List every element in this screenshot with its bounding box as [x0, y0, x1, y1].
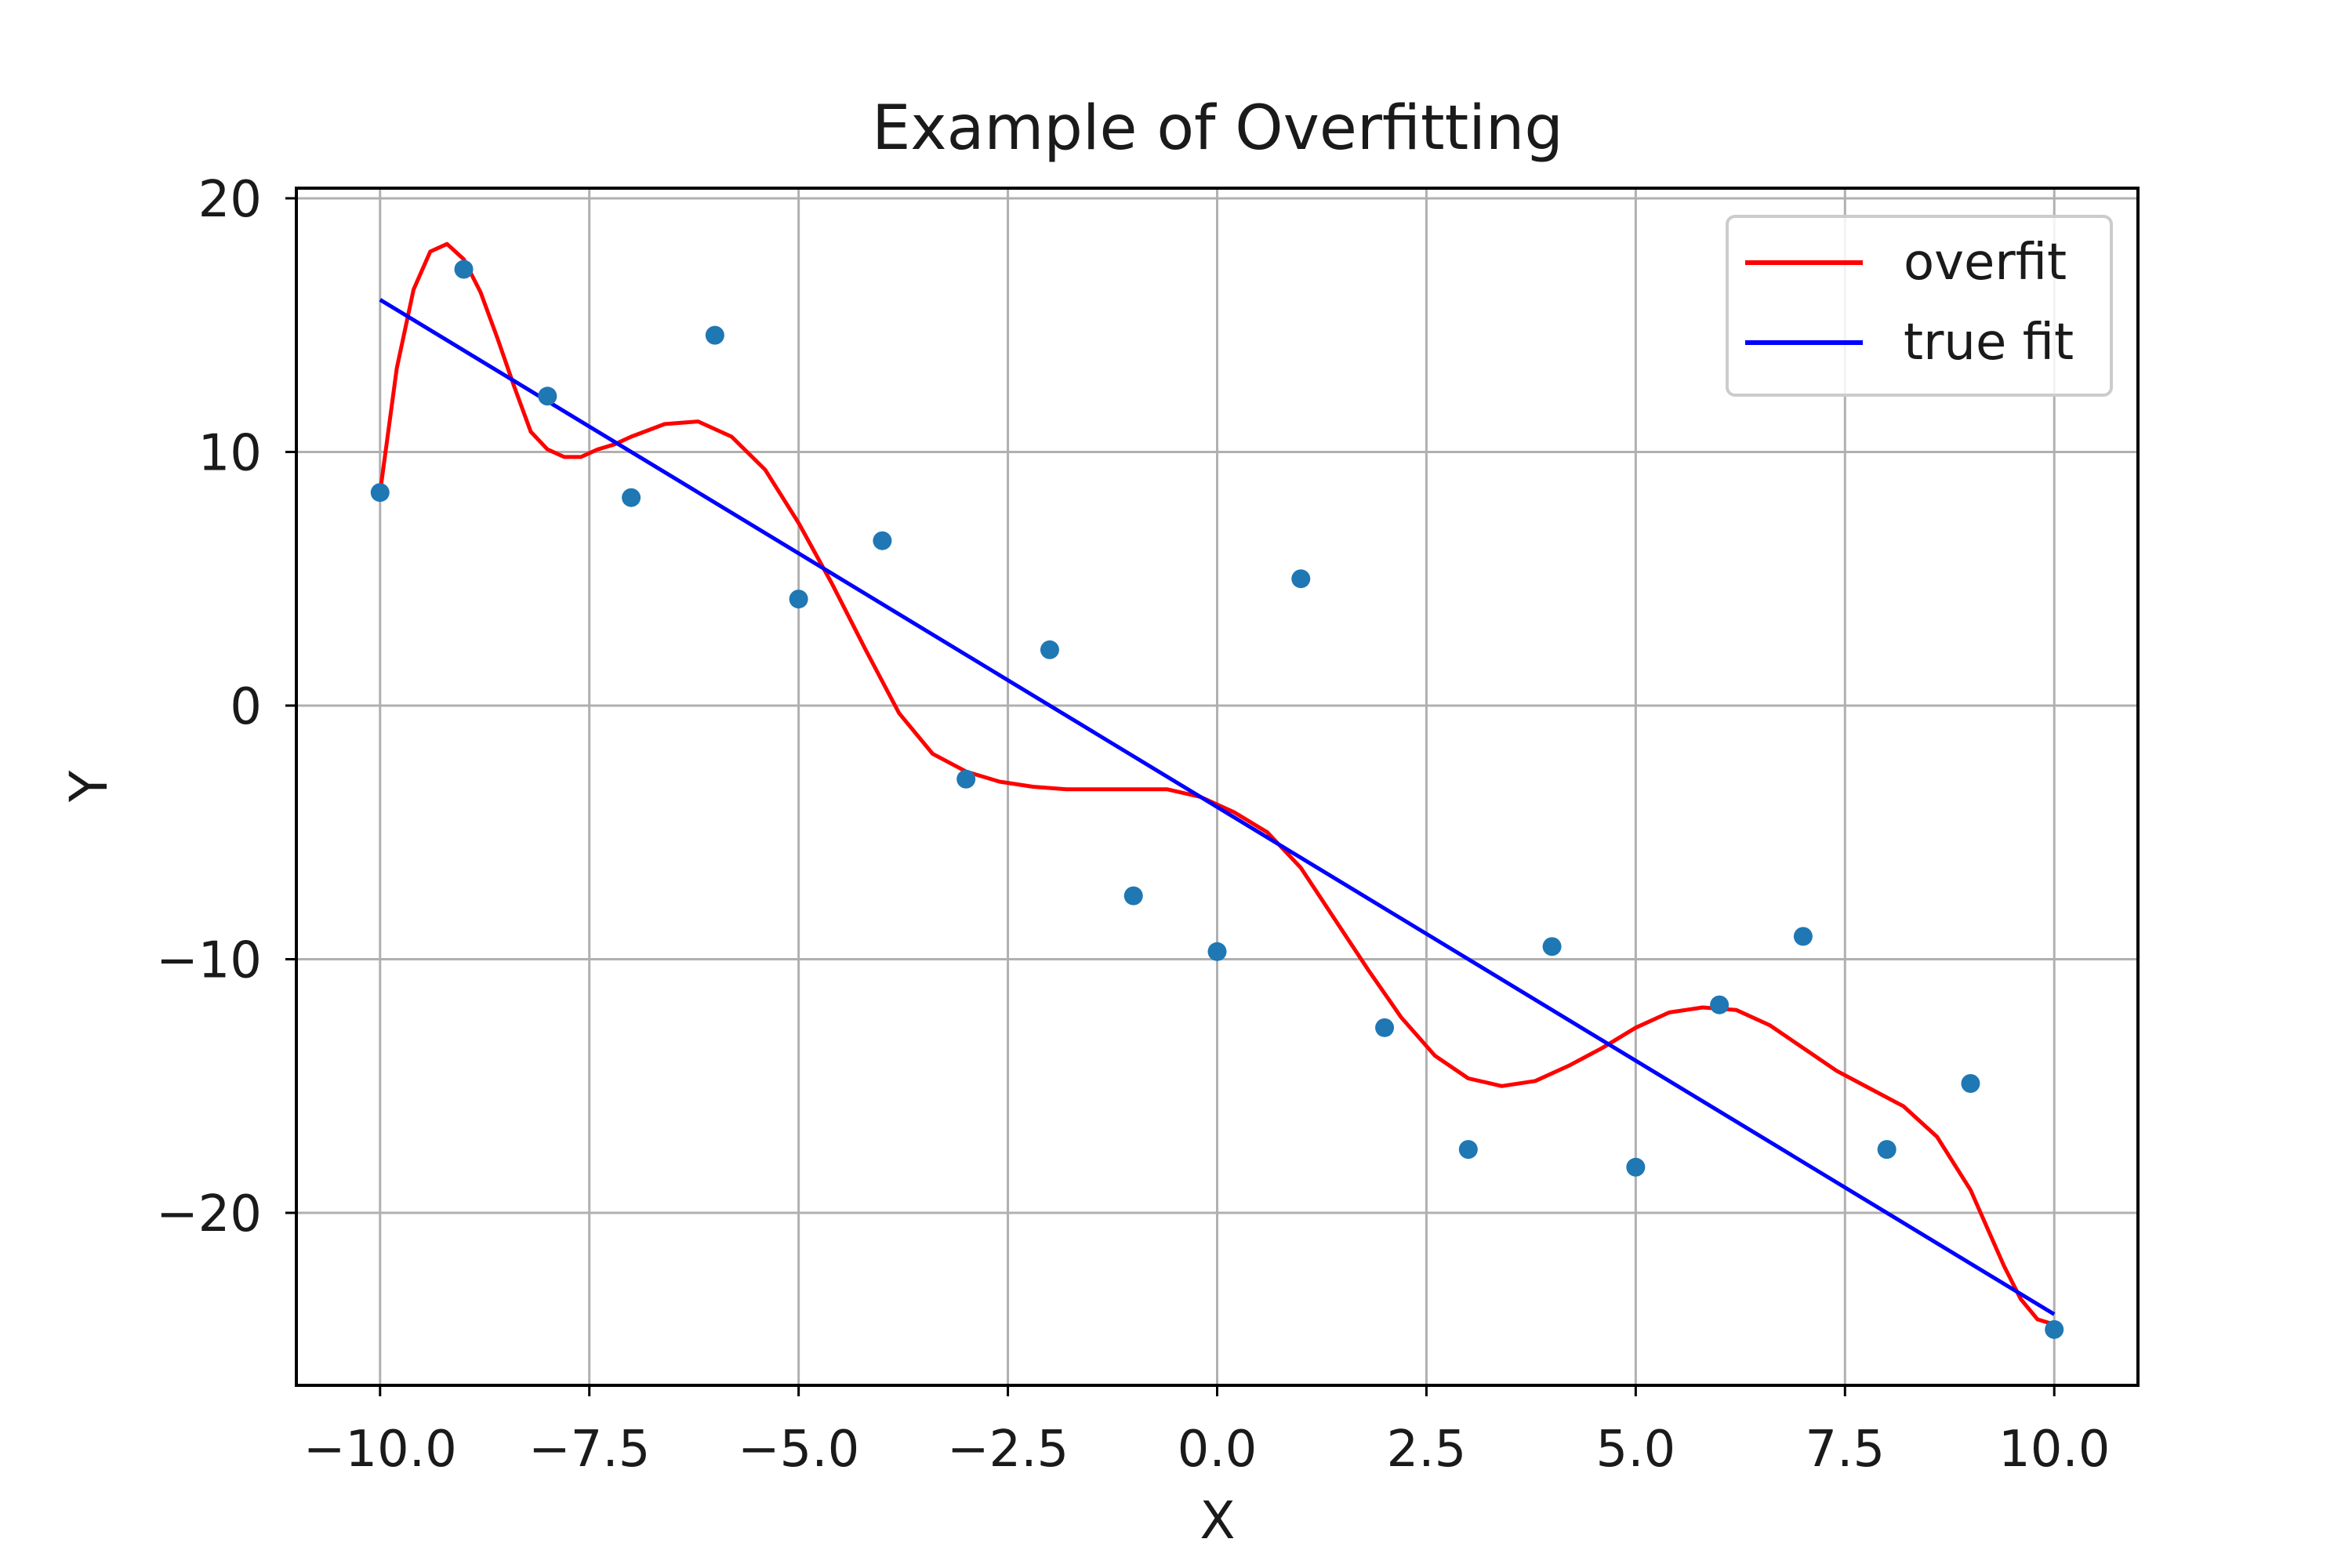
data-point	[454, 260, 474, 279]
y-tick-label-10: −10	[156, 931, 262, 989]
y-axis-label: Y	[59, 770, 119, 803]
data-point	[1375, 1018, 1395, 1037]
data-point	[1877, 1140, 1896, 1160]
x-axis-label: X	[1200, 1490, 1235, 1551]
x-tick-label-2-5: 2.5	[1387, 1421, 1467, 1479]
series-lines	[378, 241, 2056, 1327]
series-line-overfit	[378, 241, 2055, 1327]
x-tick-label-2-5: −2.5	[947, 1421, 1069, 1479]
axis-ticks: −10.0 −7.5 −5.0 −2.5 0.0 2.5 5.0 7.5 10.0 20 10 0 −1…	[156, 171, 2111, 1479]
data-point	[705, 325, 724, 345]
data-point	[622, 488, 641, 507]
legend-label-true-fit: true fit	[1904, 314, 2074, 372]
x-tick-label-5-0: −5.0	[738, 1421, 859, 1479]
data-point	[1626, 1157, 1646, 1177]
data-point	[1458, 1140, 1478, 1160]
y-tick-label-20: 20	[198, 171, 262, 229]
data-point	[1207, 942, 1227, 961]
x-tick-label-0-0: 0.0	[1178, 1421, 1258, 1479]
data-point	[789, 590, 808, 609]
data-point	[1291, 569, 1311, 589]
y-tick-label-0: 0	[230, 678, 262, 736]
series-line-true-fit	[379, 298, 2056, 1316]
legend: overfit true fit	[1726, 215, 2113, 397]
data-point	[1040, 640, 1059, 659]
data-point	[1961, 1074, 1980, 1094]
data-points	[370, 260, 2064, 1339]
data-point	[956, 769, 976, 789]
x-tick-label-10-0: 10.0	[1998, 1421, 2111, 1479]
y-tick-label-10: 10	[198, 424, 262, 482]
legend-label-overfit: overfit	[1904, 234, 2067, 292]
x-tick-label-7-5: 7.5	[1805, 1421, 1885, 1479]
data-point	[2045, 1319, 2064, 1339]
data-point	[538, 387, 557, 406]
x-tick-label-7-5: −7.5	[528, 1421, 650, 1479]
data-point	[1123, 886, 1143, 906]
data-point	[370, 483, 390, 503]
y-tick-label-20: −20	[156, 1185, 262, 1243]
data-point	[1793, 927, 1813, 946]
data-point	[873, 531, 892, 550]
data-point	[1710, 995, 1730, 1014]
x-tick-label-5-0: 5.0	[1595, 1421, 1675, 1479]
chart-title: Example of Overfitting	[872, 93, 1563, 164]
x-tick-label-10-0: −10.0	[303, 1421, 457, 1479]
data-point	[1542, 937, 1562, 956]
